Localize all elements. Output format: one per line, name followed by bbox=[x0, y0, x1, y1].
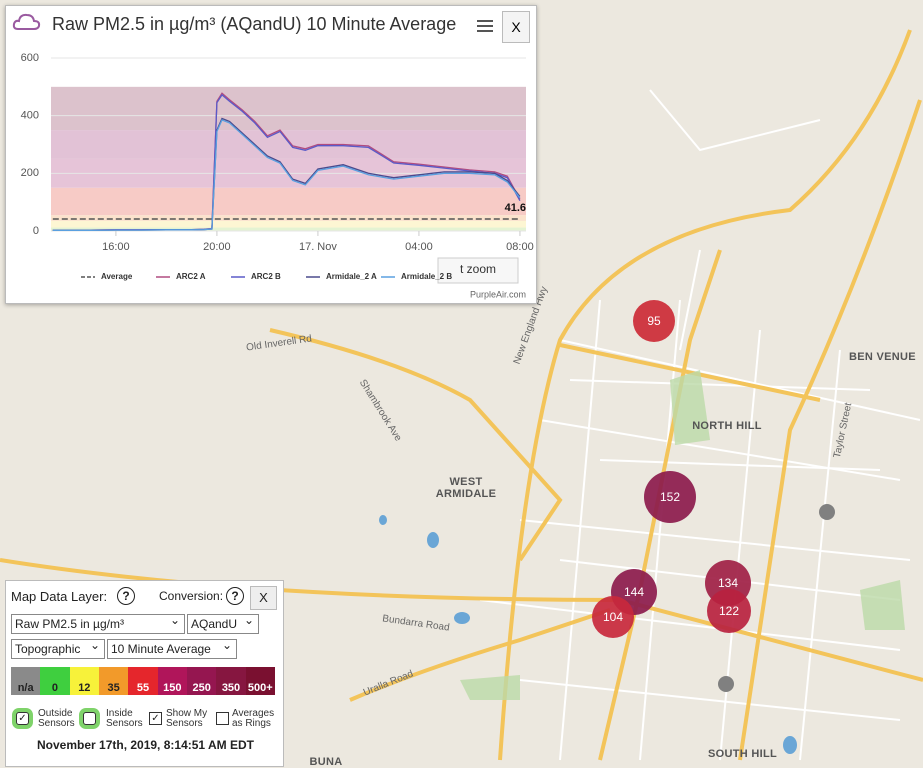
scale-label: 35 bbox=[99, 681, 129, 695]
aqi-band bbox=[51, 220, 526, 228]
legend-label[interactable]: Armidale_2 B bbox=[401, 272, 452, 281]
conversion-label: Conversion: bbox=[159, 589, 224, 603]
scale-label: 12 bbox=[69, 681, 99, 695]
scale-label: 500+ bbox=[245, 681, 275, 695]
scale-swatch bbox=[128, 667, 158, 681]
x-tick-label: 04:00 bbox=[405, 241, 433, 253]
scale-label: n/a bbox=[11, 681, 41, 695]
checkbox-label[interactable]: Outside Sensors bbox=[38, 708, 75, 729]
help-button[interactable]: ? bbox=[117, 587, 135, 605]
sensor-value: 152 bbox=[660, 490, 680, 504]
scale-swatch bbox=[69, 667, 99, 681]
scale-label: 350 bbox=[216, 681, 246, 695]
control-panel: Map Data Layer: ? Conversion: ? X Raw PM… bbox=[5, 580, 284, 767]
checkbox[interactable] bbox=[83, 712, 96, 725]
sensor-marker[interactable] bbox=[707, 589, 751, 633]
sensor-marker[interactable] bbox=[592, 596, 634, 638]
map-select[interactable]: Topographic bbox=[11, 636, 105, 659]
layer-label: Map Data Layer: bbox=[11, 589, 108, 604]
average-select[interactable]: 10 Minute Average bbox=[107, 636, 237, 659]
legend-label[interactable]: Armidale_2 A bbox=[326, 272, 377, 281]
series-line bbox=[52, 119, 521, 232]
sensor-marker[interactable] bbox=[644, 471, 696, 523]
aqi-band bbox=[51, 130, 526, 159]
aqi-band bbox=[51, 227, 526, 231]
scale-label: 250 bbox=[187, 681, 217, 695]
y-tick-label: 400 bbox=[21, 110, 39, 122]
annotation: 41.6 bbox=[505, 202, 526, 214]
scale-swatch bbox=[187, 667, 217, 681]
sensor-value: 95 bbox=[647, 314, 661, 328]
place-label: WEST ARMIDALE bbox=[435, 476, 497, 500]
place-label: NORTH HILL bbox=[692, 420, 762, 432]
main-roads bbox=[0, 29, 923, 761]
checkbox[interactable]: ✓ bbox=[149, 712, 162, 725]
timestamp: November 17th, 2019, 8:14:51 AM EDT bbox=[37, 738, 254, 752]
sensor-value: 122 bbox=[719, 604, 739, 618]
scale-swatch bbox=[216, 667, 246, 681]
place-label: SOUTH HILL bbox=[708, 748, 777, 760]
aqi-band bbox=[51, 187, 526, 216]
scale-label: 55 bbox=[128, 681, 158, 695]
x-tick-label: 16:00 bbox=[102, 241, 130, 253]
scale-swatch bbox=[99, 667, 129, 681]
sensor-no-data[interactable] bbox=[819, 504, 835, 520]
y-tick-label: 200 bbox=[21, 167, 39, 179]
reset-zoom-button[interactable] bbox=[437, 257, 519, 284]
reset-zoom-label[interactable]: t zoom bbox=[460, 262, 496, 276]
y-tick-label: 0 bbox=[33, 225, 39, 237]
help-button[interactable]: ? bbox=[226, 587, 244, 605]
sensor-no-data[interactable] bbox=[718, 676, 734, 692]
checkbox-label[interactable]: Averages as Rings bbox=[232, 708, 275, 729]
close-button[interactable]: X bbox=[250, 586, 277, 610]
y-tick-label: 600 bbox=[21, 52, 39, 64]
scale-swatch bbox=[40, 667, 70, 681]
chart-popup: Raw PM2.5 in µg/m³ (AQandU) 10 Minute Av… bbox=[5, 5, 537, 304]
aqi-band bbox=[51, 215, 526, 221]
sensor-value: 144 bbox=[624, 585, 644, 599]
color-scale: n/a 0 12 35 55 150 250 350 500+ bbox=[11, 667, 275, 695]
sensor-value: 134 bbox=[718, 576, 738, 590]
x-tick-label: 20:00 bbox=[203, 241, 231, 253]
place-label: BEN VENUE bbox=[849, 351, 916, 363]
checkbox[interactable]: ✓ bbox=[16, 712, 29, 725]
scale-swatch bbox=[245, 667, 275, 681]
chart-title: Raw PM2.5 in µg/m³ (AQandU) 10 Minute Av… bbox=[52, 14, 457, 34]
water bbox=[379, 515, 797, 754]
x-tick-label: 08:00 bbox=[506, 241, 534, 253]
scale-swatch bbox=[157, 667, 187, 681]
legend-label[interactable]: ARC2 A bbox=[176, 272, 206, 281]
sensor-value: 104 bbox=[603, 610, 623, 624]
menu-icon[interactable] bbox=[475, 18, 495, 34]
place-label: BUNA VISTA bbox=[309, 756, 343, 768]
checkbox[interactable] bbox=[216, 712, 229, 725]
scale-label: 150 bbox=[157, 681, 187, 695]
conversion-select[interactable]: AQandU bbox=[187, 611, 259, 634]
scale-label: 0 bbox=[40, 681, 70, 695]
close-button[interactable]: X bbox=[502, 11, 530, 43]
cloud-icon bbox=[12, 13, 41, 30]
legend-label[interactable]: Average bbox=[101, 272, 133, 281]
aqi-band bbox=[51, 86, 526, 131]
sensor-marker[interactable] bbox=[633, 300, 675, 342]
x-tick-label: 17. Nov bbox=[299, 241, 337, 253]
checkbox-label[interactable]: Show My Sensors bbox=[166, 708, 208, 729]
checkbox-label[interactable]: Inside Sensors bbox=[106, 708, 143, 729]
credit[interactable]: PurpleAir.com bbox=[470, 289, 526, 299]
chart: 0 200 400 600 16:00 20:00 17. Nov 04:00 08:00 41.… bbox=[21, 52, 534, 299]
parks bbox=[460, 370, 905, 700]
plot: 0 200 400 600 16:00 20:00 17. Nov 04:00 08:00 41.… bbox=[21, 52, 534, 253]
layer-select[interactable]: Raw PM2.5 in µg/m³ bbox=[11, 611, 185, 634]
scale-swatch bbox=[11, 667, 41, 681]
legend-label[interactable]: ARC2 B bbox=[251, 272, 281, 281]
